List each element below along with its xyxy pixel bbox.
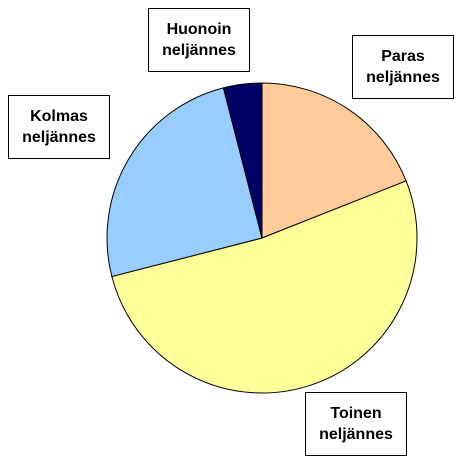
pie-slice (222, 82, 263, 239)
slice-label: Huonoin neljännes (148, 8, 250, 72)
slice-label: Toinen neljännes (305, 392, 407, 456)
slice-label: Kolmas neljännes (8, 95, 110, 159)
pie-slice (111, 180, 418, 394)
pie-slice (106, 87, 263, 278)
pie-slice (261, 82, 407, 239)
slice-label: Paras neljännes (352, 35, 454, 99)
